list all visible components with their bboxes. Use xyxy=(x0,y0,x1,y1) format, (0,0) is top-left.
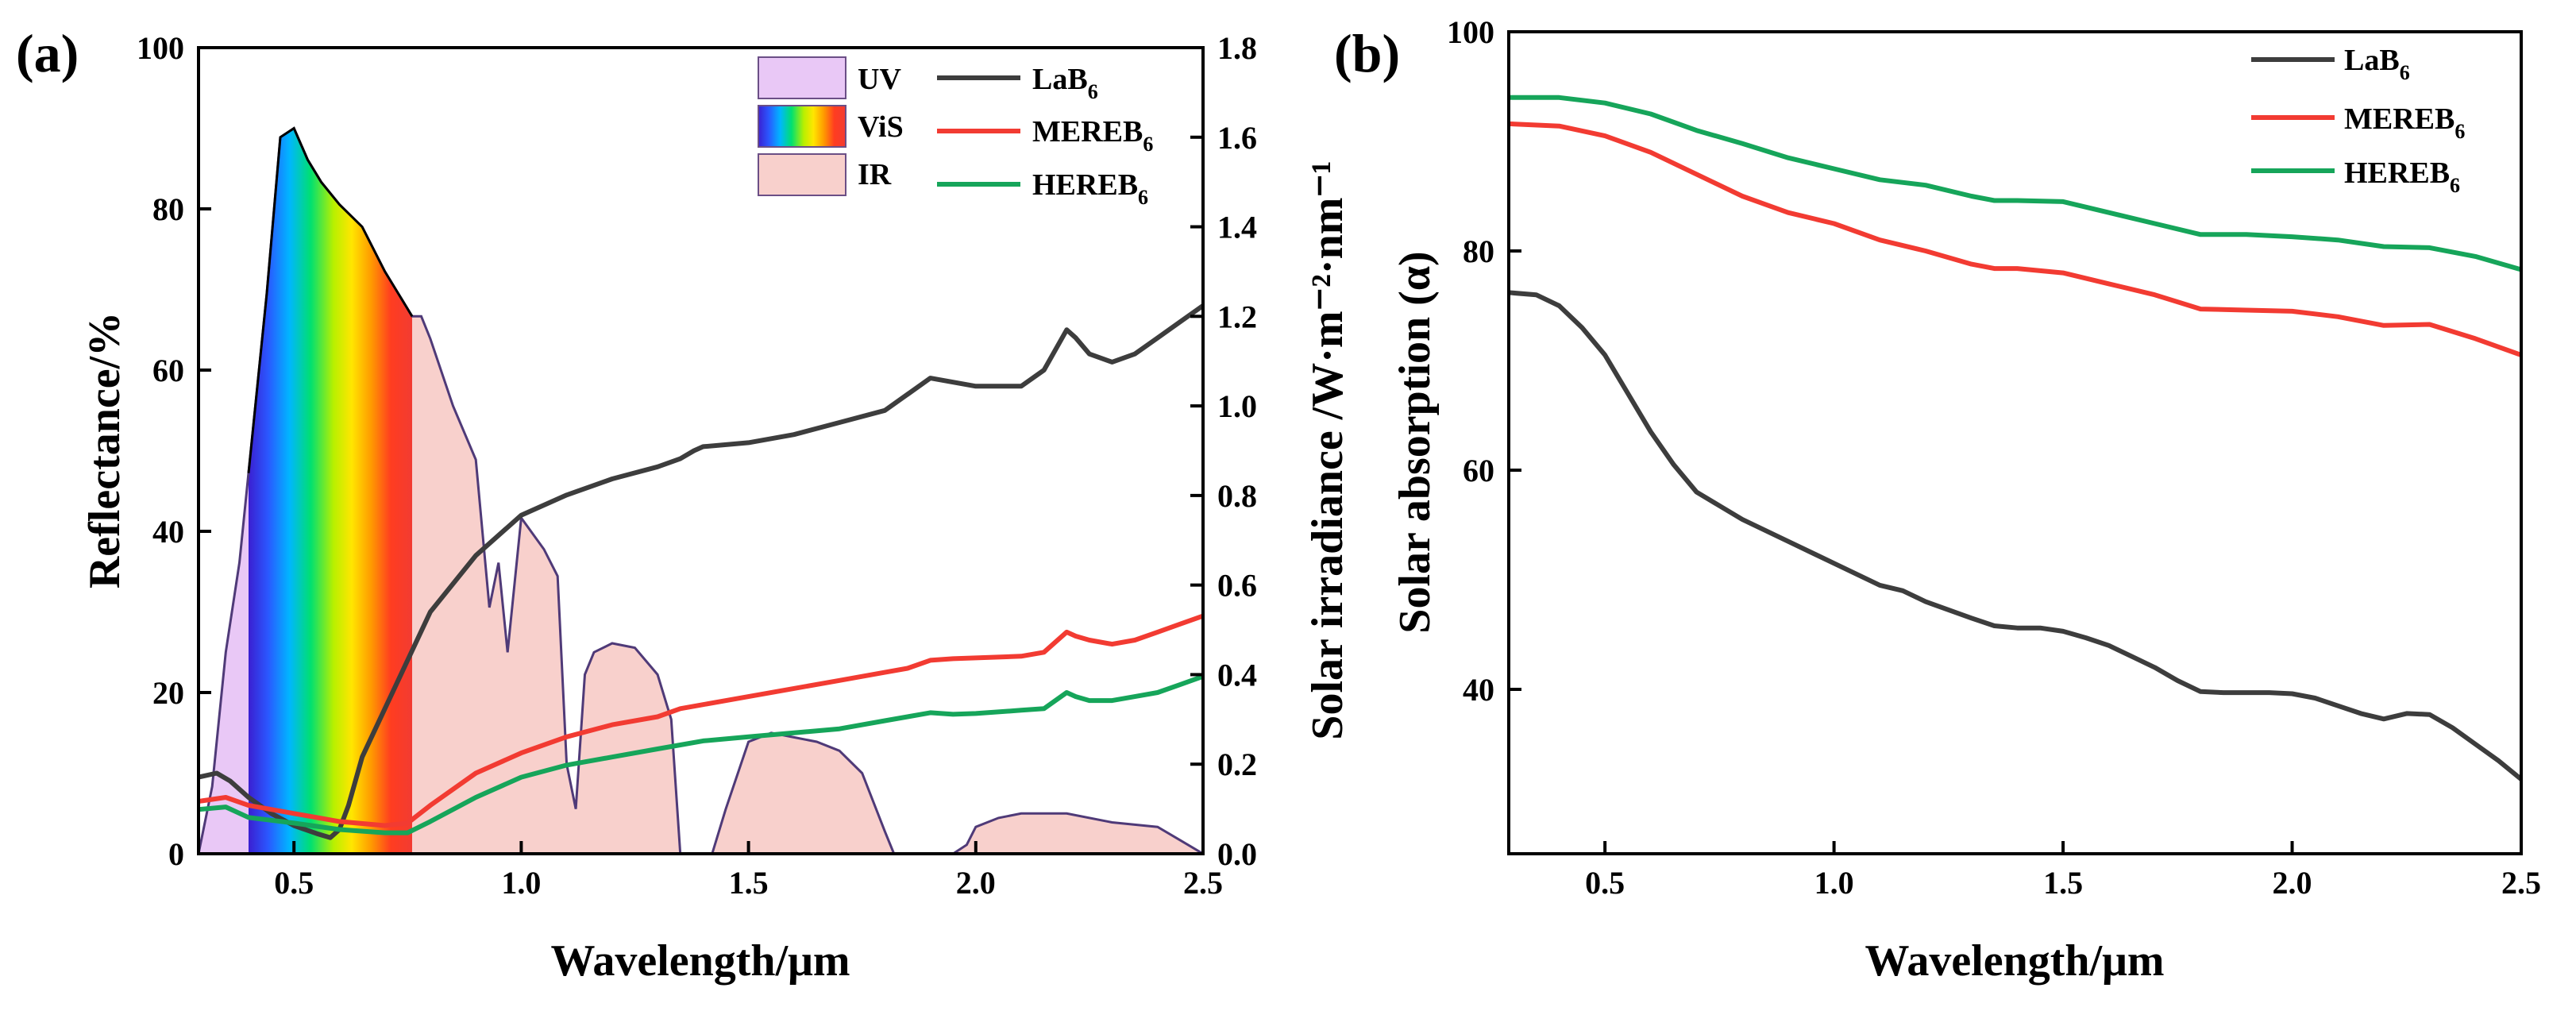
x-tick-label: 2.5 xyxy=(2501,865,2541,901)
y-tick-label: 1.4 xyxy=(1217,210,1257,245)
series-line-hereb6 xyxy=(199,673,1203,835)
y-tick-label: 1.6 xyxy=(1217,120,1257,156)
panel-b-label: (b) xyxy=(1334,23,1400,83)
vis-band-fill xyxy=(249,128,412,854)
x-tick-label: 0.5 xyxy=(274,865,314,901)
hereb6-legend-label: HEREB6 xyxy=(1032,168,1148,209)
x-tick-label: 0.5 xyxy=(1585,865,1625,901)
y-tick-label: 60 xyxy=(152,353,184,388)
x-tick-label: 2.0 xyxy=(956,865,996,901)
series-line-mereb6 xyxy=(199,613,1203,828)
y-tick-label: 0.8 xyxy=(1217,478,1257,514)
panel-b-series xyxy=(1509,95,2521,781)
x-tick-label: 1.5 xyxy=(729,865,769,901)
panel-a-frame xyxy=(197,46,1205,855)
uv-band-fill xyxy=(199,473,249,854)
series-line-lab6 xyxy=(1509,290,2521,781)
spectral-bands xyxy=(199,126,1203,854)
y-tick-label: 80 xyxy=(152,191,184,227)
panel-a-y-title: Reflectance/% xyxy=(80,312,129,588)
y-tick-label: 0 xyxy=(168,836,184,872)
x-tick-label: 1.5 xyxy=(2043,865,2083,901)
y-tick-label: 40 xyxy=(152,514,184,550)
series-line-hereb6 xyxy=(1509,95,2521,272)
uv-legend-label: UV xyxy=(858,63,901,96)
y-tick-label: 1.0 xyxy=(1217,388,1257,424)
y-tick-label: 80 xyxy=(1463,233,1494,269)
x-tick-label: 2.0 xyxy=(2273,865,2312,901)
panel-b-frame xyxy=(1507,30,2523,855)
panel-a-y-ticks: 0 20 40 60 80 100 xyxy=(137,30,211,872)
lab6-legend-label: LaB6 xyxy=(2344,44,2410,84)
x-tick-label: 1.0 xyxy=(1814,865,1854,901)
x-tick-label: 2.5 xyxy=(1183,865,1223,901)
lab6-legend-label: LaB6 xyxy=(1032,63,1098,103)
y-tick-label: 1.2 xyxy=(1217,299,1257,334)
panel-a-x-ticks: 0.5 1.0 1.5 2.0 2.5 xyxy=(274,841,1223,901)
panel-a-y2-ticks: 0.0 0.2 0.4 0.6 0.8 1.0 1.2 1.4 1.6 1.8 xyxy=(1190,30,1257,872)
y-tick-label: 100 xyxy=(1447,14,1494,50)
mereb6-legend-label: MEREB6 xyxy=(1032,115,1153,156)
y-tick-label: 40 xyxy=(1463,672,1494,708)
vis-legend-swatch xyxy=(758,105,846,148)
y-tick-label: 0.6 xyxy=(1217,568,1257,604)
x-tick-label: 1.0 xyxy=(501,865,541,901)
panel-a-series-legend: LaB6 MEREB6 HEREB6 xyxy=(937,63,1153,209)
y-tick-label: 0.2 xyxy=(1217,747,1257,782)
vis-irradiance-outline xyxy=(247,126,414,473)
uv-legend-swatch xyxy=(758,56,846,99)
y-tick-label: 0.0 xyxy=(1217,836,1257,872)
y-tick-label: 60 xyxy=(1463,453,1494,488)
series-line-lab6 xyxy=(199,303,1203,840)
panel-b-x-title: Wavelength/μm xyxy=(1865,936,2164,986)
ir-band-fill xyxy=(412,316,1203,854)
series-line-mereb6 xyxy=(1509,121,2521,357)
y-tick-label: 100 xyxy=(137,30,184,66)
panel-a-label: (a) xyxy=(16,23,79,83)
panel-b-y-ticks: 40 60 80 100 xyxy=(1447,14,1521,708)
panel-b-y-title: Solar absorption (α) xyxy=(1390,251,1440,633)
y-tick-label: 1.8 xyxy=(1217,30,1257,66)
y-tick-label: 0.4 xyxy=(1217,657,1257,693)
panel-b-x-ticks: 0.5 1.0 1.5 2.0 2.5 xyxy=(1585,841,2541,901)
panel-a-y2-title: Solar irradiance /W·m⁻²·nm⁻¹ xyxy=(1303,160,1352,739)
panel-b: (b) 0.5 1.0 1.5 2.0 2.5 40 60 80 100 Wavelength… xyxy=(1334,14,2541,986)
vis-legend-label: ViS xyxy=(858,110,904,144)
panel-a-series xyxy=(199,126,1203,840)
ir-legend-swatch xyxy=(758,153,846,196)
ir-legend-label: IR xyxy=(858,158,892,191)
panel-a-x-title: Wavelength/μm xyxy=(550,936,850,986)
y-tick-label: 20 xyxy=(152,675,184,711)
hereb6-legend-label: HEREB6 xyxy=(2344,156,2460,197)
band-legend: UV ViS IR xyxy=(758,56,904,196)
mereb6-legend-label: MEREB6 xyxy=(2344,102,2465,143)
panel-b-series-legend: LaB6 MEREB6 HEREB6 xyxy=(2251,44,2465,197)
